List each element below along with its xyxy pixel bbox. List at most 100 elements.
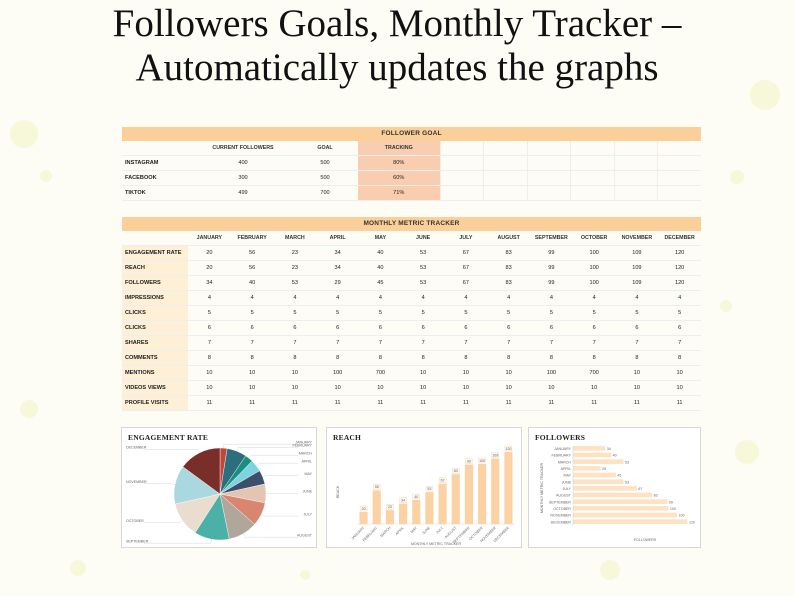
- metric-value-cell[interactable]: 7: [444, 335, 488, 351]
- metric-value-cell[interactable]: 10: [188, 365, 231, 381]
- metric-value-cell[interactable]: 100: [572, 275, 616, 291]
- engagement-rate-chart[interactable]: ENGAGEMENT RATE JANUARY FEBRUARY MARCH APRI…: [121, 427, 317, 548]
- empty-cell[interactable]: [483, 141, 527, 156]
- metric-value-cell[interactable]: 11: [487, 395, 530, 411]
- metric-value-cell[interactable]: 5: [444, 305, 488, 321]
- metric-value-cell[interactable]: 53: [401, 275, 445, 291]
- metric-value-cell[interactable]: 6: [658, 320, 701, 336]
- metric-value-cell[interactable]: 11: [444, 395, 488, 411]
- metric-value-cell[interactable]: 7: [572, 335, 616, 351]
- metric-value-cell[interactable]: 8: [188, 350, 231, 366]
- metric-value-cell[interactable]: 6: [444, 320, 488, 336]
- metric-value-cell[interactable]: 34: [316, 260, 359, 276]
- metric-value-cell[interactable]: 8: [615, 350, 659, 366]
- empty-cell[interactable]: [570, 155, 614, 171]
- metric-value-cell[interactable]: 34: [316, 245, 359, 261]
- metric-value-cell[interactable]: 6: [615, 320, 659, 336]
- metric-value-cell[interactable]: 99: [530, 275, 573, 291]
- metric-value-cell[interactable]: 120: [658, 260, 701, 276]
- metric-value-cell[interactable]: 29: [316, 275, 359, 291]
- empty-cell[interactable]: [657, 141, 701, 156]
- metric-value-cell[interactable]: 6: [401, 320, 445, 336]
- metric-value-cell[interactable]: 23: [273, 245, 317, 261]
- metric-value-cell[interactable]: 5: [316, 305, 359, 321]
- goal-cell[interactable]: 500: [292, 155, 358, 171]
- metric-value-cell[interactable]: 4: [188, 290, 231, 306]
- metric-value-cell[interactable]: 10: [188, 380, 231, 396]
- metric-value-cell[interactable]: 6: [230, 320, 274, 336]
- metric-value-cell[interactable]: 6: [316, 320, 359, 336]
- platform-cell[interactable]: FACEBOOK: [122, 170, 194, 186]
- metric-value-cell[interactable]: 5: [530, 305, 573, 321]
- empty-cell[interactable]: [526, 170, 571, 186]
- metric-value-cell[interactable]: 6: [530, 320, 573, 336]
- metric-value-cell[interactable]: 7: [530, 335, 573, 351]
- metric-value-cell[interactable]: 10: [444, 380, 488, 396]
- metric-value-cell[interactable]: 8: [658, 350, 701, 366]
- tracking-cell[interactable]: 60%: [358, 170, 440, 186]
- metric-value-cell[interactable]: 8: [316, 350, 359, 366]
- platform-cell[interactable]: INSTAGRAM: [122, 155, 194, 171]
- metric-value-cell[interactable]: 20: [188, 260, 231, 276]
- empty-cell[interactable]: [613, 170, 658, 186]
- metric-value-cell[interactable]: 8: [530, 350, 573, 366]
- current-followers-cell[interactable]: 400: [194, 155, 292, 171]
- metric-value-cell[interactable]: 8: [444, 350, 488, 366]
- tracking-cell[interactable]: 71%: [358, 185, 440, 201]
- metric-value-cell[interactable]: 10: [273, 380, 317, 396]
- metric-value-cell[interactable]: 4: [401, 290, 445, 306]
- metric-value-cell[interactable]: 10: [530, 380, 573, 396]
- metric-value-cell[interactable]: 4: [615, 290, 659, 306]
- metric-value-cell[interactable]: 8: [572, 350, 616, 366]
- metric-value-cell[interactable]: 4: [530, 290, 573, 306]
- metric-value-cell[interactable]: 4: [658, 290, 701, 306]
- metric-value-cell[interactable]: 56: [230, 245, 274, 261]
- metric-value-cell[interactable]: 4: [230, 290, 274, 306]
- metric-value-cell[interactable]: 10: [572, 380, 616, 396]
- metric-value-cell[interactable]: 11: [359, 395, 402, 411]
- metric-value-cell[interactable]: 83: [487, 260, 530, 276]
- empty-cell[interactable]: [570, 141, 614, 156]
- metric-value-cell[interactable]: 100: [316, 365, 359, 381]
- metric-value-cell[interactable]: 67: [444, 275, 488, 291]
- empty-cell[interactable]: [483, 155, 527, 171]
- empty-cell[interactable]: [657, 170, 701, 186]
- metric-value-cell[interactable]: 7: [401, 335, 445, 351]
- metric-value-cell[interactable]: 8: [230, 350, 274, 366]
- platform-cell[interactable]: TIKTOK: [122, 185, 194, 201]
- metric-value-cell[interactable]: 40: [230, 275, 274, 291]
- metric-value-cell[interactable]: 100: [530, 365, 573, 381]
- metric-value-cell[interactable]: 10: [359, 380, 402, 396]
- metric-value-cell[interactable]: 10: [401, 380, 445, 396]
- followers-chart[interactable]: FOLLOWERS 34 JANUARY 40 FEBRUARY 53 MARCH 29 AP…: [528, 427, 701, 548]
- metric-value-cell[interactable]: 10: [230, 365, 274, 381]
- metric-value-cell[interactable]: 40: [359, 245, 402, 261]
- metric-value-cell[interactable]: 10: [273, 365, 317, 381]
- current-followers-cell[interactable]: 300: [194, 170, 292, 186]
- metric-value-cell[interactable]: 6: [572, 320, 616, 336]
- metric-value-cell[interactable]: 5: [401, 305, 445, 321]
- metric-value-cell[interactable]: 5: [230, 305, 274, 321]
- empty-cell[interactable]: [483, 185, 527, 201]
- tracking-cell[interactable]: 80%: [358, 155, 440, 171]
- metric-value-cell[interactable]: 7: [359, 335, 402, 351]
- metric-value-cell[interactable]: 7: [487, 335, 530, 351]
- metric-value-cell[interactable]: 56: [230, 260, 274, 276]
- metric-value-cell[interactable]: 10: [658, 380, 701, 396]
- metric-value-cell[interactable]: 4: [444, 290, 488, 306]
- empty-cell[interactable]: [570, 185, 614, 201]
- metric-value-cell[interactable]: 5: [572, 305, 616, 321]
- empty-cell[interactable]: [570, 170, 614, 186]
- empty-cell[interactable]: [657, 155, 701, 171]
- empty-cell[interactable]: [439, 141, 484, 156]
- metric-value-cell[interactable]: 11: [188, 395, 231, 411]
- metric-value-cell[interactable]: 4: [273, 290, 317, 306]
- metric-value-cell[interactable]: 11: [230, 395, 274, 411]
- metric-value-cell[interactable]: 53: [273, 275, 317, 291]
- metric-value-cell[interactable]: 5: [273, 305, 317, 321]
- empty-cell[interactable]: [439, 155, 484, 171]
- metric-value-cell[interactable]: 8: [359, 350, 402, 366]
- metric-value-cell[interactable]: 7: [316, 335, 359, 351]
- metric-value-cell[interactable]: 10: [658, 365, 701, 381]
- metric-value-cell[interactable]: 6: [487, 320, 530, 336]
